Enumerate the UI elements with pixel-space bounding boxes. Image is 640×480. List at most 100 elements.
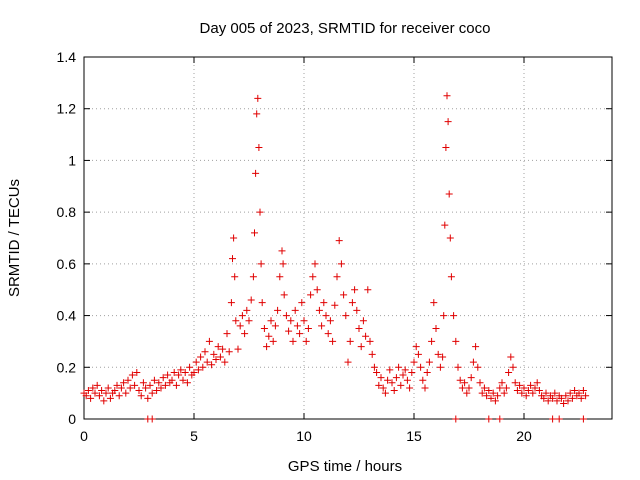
data-point [230,234,238,242]
data-point [326,317,334,325]
data-point [219,345,227,353]
data-point [271,322,279,330]
data-point [529,389,537,397]
data-point [505,368,513,376]
data-point [467,374,475,382]
data-point [135,387,143,395]
data-point [279,260,287,268]
data-point [511,379,519,387]
data-point [579,387,587,395]
y-tick-label: 1 [68,152,76,168]
data-point [274,306,282,314]
data-point [304,325,312,332]
data-point [474,363,482,371]
data-point [100,397,108,405]
data-point [238,312,246,320]
data-point [227,299,235,307]
data-point [542,389,550,397]
data-point [480,384,488,392]
data-point [278,247,286,255]
data-point [155,379,163,387]
data-point [362,332,370,340]
data-point [260,325,268,332]
data-point [419,376,427,384]
data-point [524,387,532,395]
data-point [256,208,264,216]
data-point [421,384,429,392]
data-point [253,110,261,118]
data-point [201,348,209,356]
data-point [456,376,464,384]
data-point [388,379,396,387]
data-point [494,392,502,400]
data-point [111,387,119,395]
data-point [186,363,194,371]
data-point [161,381,169,389]
y-tick-label: 0.2 [57,359,77,375]
data-point [465,384,473,392]
data-point [126,384,134,392]
data-point [124,376,132,384]
data-point [425,358,433,366]
data-point [115,392,123,400]
x-tick-label: 20 [516,428,532,444]
data-point [257,260,265,268]
data-point [434,350,442,358]
data-point [551,389,559,397]
data-point [137,392,145,400]
data-point [337,260,345,268]
data-point [293,322,301,330]
data-point [357,343,365,351]
data-point [444,118,452,126]
grid [84,57,612,419]
y-tick-label: 1.2 [57,101,77,117]
data-point [432,325,440,332]
data-point [496,415,504,423]
data-point [392,374,400,382]
data-point [485,415,493,423]
data-point [231,273,239,281]
data-point [577,394,585,402]
data-point [245,317,253,325]
data-point [476,379,484,387]
data-point [485,387,493,395]
data-point [307,291,315,299]
data-point [414,350,422,358]
data-point [483,392,491,400]
data-point [498,379,506,387]
data-point [320,299,328,307]
x-tick-label: 5 [190,428,198,444]
data-point [122,389,130,397]
data-point [403,376,411,384]
data-point [210,350,218,358]
data-point [351,286,359,294]
data-point [313,286,321,294]
data-point [452,337,460,345]
data-point [183,379,191,387]
data-point [395,363,403,371]
data-point [287,317,295,325]
data-point [144,394,152,402]
data-point [520,384,528,392]
data-point [557,394,565,402]
data-point [430,299,438,307]
data-point [513,387,521,395]
data-point [194,366,202,374]
data-point [442,144,450,151]
data-point [331,301,339,309]
data-point [364,286,372,294]
data-point [177,366,185,374]
data-point [98,387,106,395]
data-point [507,353,515,361]
data-point [203,358,211,366]
data-point [491,397,499,405]
data-point [560,399,568,407]
data-point [344,358,352,366]
data-point [355,325,363,332]
data-point [544,397,552,405]
data-point [487,394,495,402]
data-point [113,381,121,389]
data-point [522,392,530,400]
data-point [265,332,273,340]
y-tick-label: 0 [68,411,76,427]
